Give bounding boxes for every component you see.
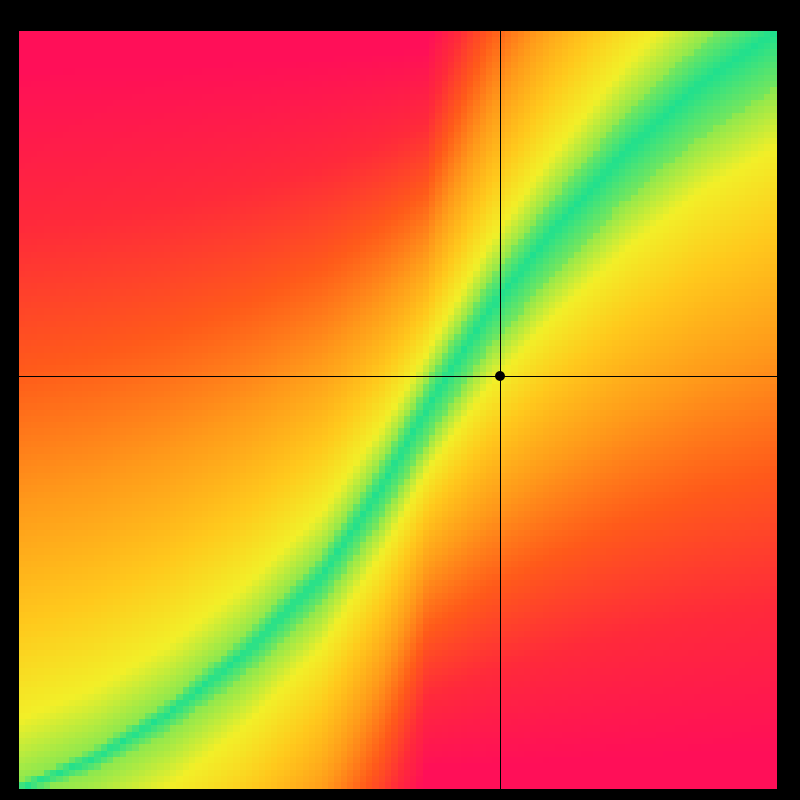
watermark-text: TheBottleneck.com: [566, 4, 772, 30]
heatmap-plot-area: [19, 31, 777, 789]
crosshair-vertical: [500, 31, 501, 789]
crosshair-horizontal: [19, 376, 777, 377]
crosshair-marker-dot: [495, 371, 505, 381]
heatmap-canvas: [19, 31, 777, 789]
chart-container: TheBottleneck.com: [0, 0, 800, 800]
